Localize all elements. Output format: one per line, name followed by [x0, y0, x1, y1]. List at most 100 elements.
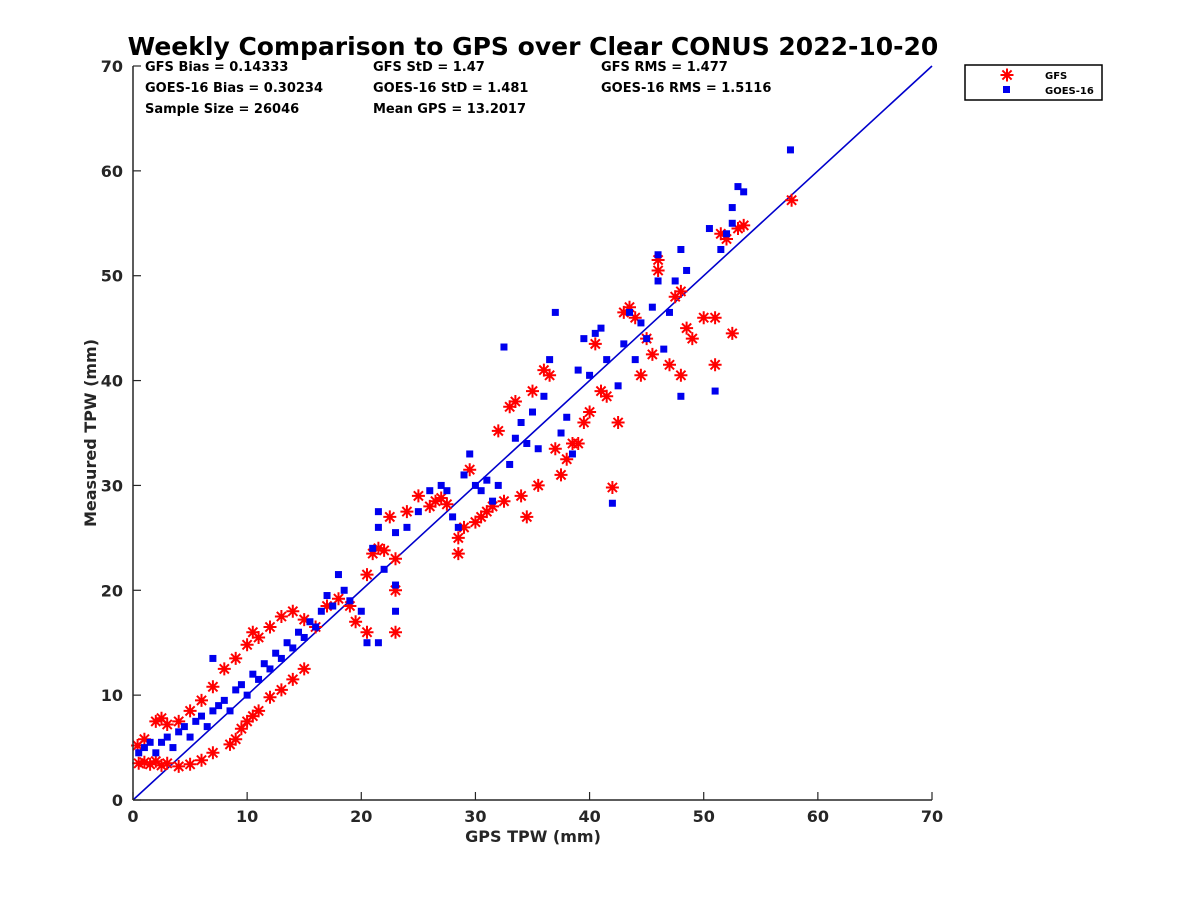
- goes16-point: [152, 749, 160, 757]
- gfs-point: [537, 363, 551, 377]
- gfs-point: [651, 264, 665, 277]
- gfs-point: [297, 613, 311, 627]
- gfs-point: [663, 358, 676, 372]
- gfs-point: [263, 620, 277, 634]
- gfs-point: [229, 732, 243, 746]
- gfs-point: [668, 290, 682, 304]
- chart-title: Weekly Comparison to GPS over Clear CONU…: [128, 32, 939, 61]
- goes16-point: [454, 523, 462, 531]
- goes16-point: [312, 623, 320, 631]
- gfs-point: [389, 583, 402, 597]
- legend-box: [964, 64, 1103, 101]
- gfs-point: [155, 758, 168, 772]
- gfs-point: [725, 326, 739, 340]
- y-tick-label: 50: [101, 267, 123, 286]
- goes16-point: [232, 686, 240, 694]
- goes16-point: [283, 639, 291, 647]
- goes16-point: [626, 308, 634, 316]
- points-layer: [131, 146, 799, 773]
- gfs-point: [577, 416, 591, 429]
- goes16-point: [215, 702, 223, 710]
- goes16-point: [603, 356, 611, 364]
- stat-mean-gps: Mean GPS = 13.2017: [373, 102, 526, 117]
- reference-line-layer: [132, 65, 933, 801]
- gfs-point: [463, 463, 477, 477]
- gfs-point: [514, 489, 528, 503]
- stat-goes16-std: GOES-16 StD = 1.481: [373, 81, 528, 96]
- goes16-point: [237, 681, 245, 689]
- stats-box: GFS Bias = 0.14333 GFS StD = 1.47 GFS RM…: [145, 60, 771, 117]
- goes16-point: [295, 628, 303, 636]
- y-tick-label: 30: [101, 476, 123, 495]
- stat-gfs-rms: GFS RMS = 1.477: [601, 60, 728, 75]
- goes16-point: [506, 460, 514, 468]
- gfs-point: [240, 638, 254, 652]
- x-tick-label: 50: [693, 807, 715, 826]
- gfs-point: [183, 704, 197, 718]
- gfs-point: [172, 714, 186, 728]
- goes16-point: [272, 649, 280, 657]
- goes16-point: [557, 429, 565, 437]
- goes16-point: [255, 675, 263, 683]
- legend-label-gfs: GFS: [1045, 71, 1067, 82]
- goes16-point: [437, 481, 445, 489]
- goes16-point: [471, 481, 479, 489]
- stat-gfs-std: GFS StD = 1.47: [373, 60, 485, 75]
- gfs-point: [520, 510, 534, 524]
- gfs-point: [588, 337, 602, 351]
- goes16-point: [323, 592, 331, 600]
- goes16-point: [169, 744, 177, 752]
- gfs-point: [377, 543, 391, 557]
- goes16-point: [135, 749, 143, 757]
- goes16-point: [340, 586, 348, 594]
- gfs-point: [195, 753, 208, 767]
- gfs-point: [651, 253, 665, 267]
- gfs-point: [149, 754, 163, 768]
- goes16-point: [289, 644, 297, 652]
- gfs-point: [246, 709, 260, 723]
- gfs-point: [497, 494, 511, 508]
- goes16-point: [249, 670, 257, 678]
- gfs-point: [411, 489, 425, 503]
- goes16-point: [260, 660, 268, 668]
- goes16-point: [654, 277, 662, 285]
- y-axis-label: Measured TPW (mm): [81, 339, 100, 527]
- goes16-point: [392, 607, 400, 615]
- goes16-point: [568, 450, 576, 458]
- goes16-point: [197, 712, 205, 720]
- goes16-point: [426, 487, 434, 495]
- one-to-one-line: [132, 65, 933, 801]
- legend-marker-gfs: [1000, 68, 1014, 82]
- x-tick-label: 60: [807, 807, 829, 826]
- gfs-point: [737, 218, 751, 232]
- goes16-point: [374, 639, 382, 647]
- goes16-point: [586, 371, 594, 379]
- goes16-point: [608, 499, 616, 507]
- goes16-point: [449, 513, 457, 521]
- gfs-point: [137, 732, 151, 746]
- gfs-point: [263, 690, 277, 704]
- gfs-point: [274, 683, 288, 697]
- gfs-point: [451, 547, 465, 561]
- gfs-point: [543, 368, 557, 382]
- goes16-point: [637, 319, 645, 327]
- gfs-point: [429, 494, 442, 508]
- gfs-point: [297, 662, 311, 676]
- goes16-point: [392, 581, 400, 589]
- gfs-point: [594, 384, 608, 398]
- goes16-point: [660, 345, 668, 353]
- stat-goes16-rms: GOES-16 RMS = 1.5116: [601, 81, 771, 96]
- goes16-point: [614, 382, 622, 390]
- goes16-point: [483, 476, 491, 484]
- goes16-point: [728, 219, 736, 227]
- goes16-point: [158, 738, 166, 746]
- gfs-point: [451, 531, 465, 545]
- legend-label-goes16: GOES-16: [1045, 86, 1094, 97]
- goes16-point: [146, 738, 154, 746]
- gfs-point: [583, 405, 597, 419]
- gfs-point: [634, 368, 648, 382]
- goes16-point: [374, 523, 382, 531]
- gfs-point: [223, 737, 237, 751]
- goes16-point: [209, 707, 217, 715]
- gfs-point: [332, 592, 345, 606]
